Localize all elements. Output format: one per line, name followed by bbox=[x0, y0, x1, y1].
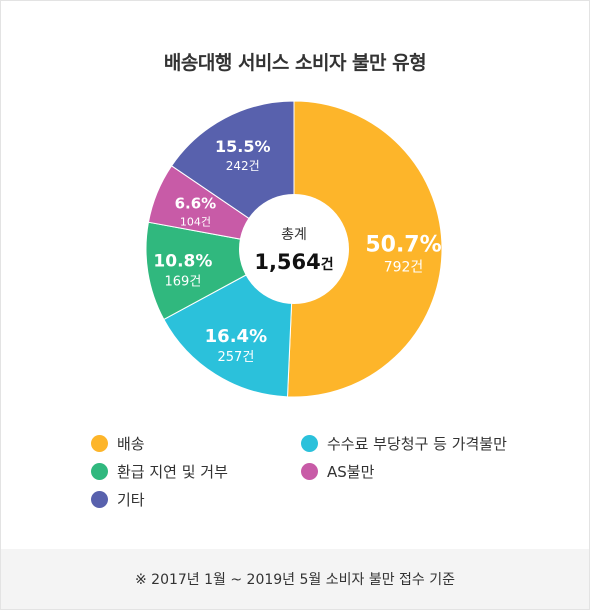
legend-item-delivery: 배송 bbox=[91, 433, 145, 454]
legend-label: 기타 bbox=[117, 491, 145, 509]
slice-percent-label: 6.6% bbox=[175, 195, 217, 213]
legend-label: AS불만 bbox=[327, 463, 375, 481]
slice-count-label: 257건 bbox=[218, 350, 255, 365]
donut-hole bbox=[239, 194, 349, 304]
slice-percent-label: 10.8% bbox=[153, 252, 212, 272]
legend-item-refund: 환급 지연 및 거부 bbox=[91, 461, 228, 482]
slice-count-label: 792건 bbox=[384, 259, 424, 275]
legend-swatch bbox=[91, 435, 108, 452]
legend-swatch bbox=[301, 463, 318, 480]
slice-percent-label: 15.5% bbox=[215, 137, 271, 156]
legend-swatch bbox=[301, 435, 318, 452]
chart-title: 배송대행 서비스 소비자 불만 유형 bbox=[163, 52, 427, 74]
legend-label: 환급 지연 및 거부 bbox=[117, 463, 228, 481]
center-total-value: 1,564건 bbox=[254, 250, 333, 274]
legend-label: 배송 bbox=[117, 435, 145, 453]
footnote: ※ 2017년 1월 ~ 2019년 5월 소비자 불만 접수 기준 bbox=[1, 549, 589, 609]
center-total-label: 총계 bbox=[281, 227, 307, 243]
legend-label: 수수료 부당청구 등 가격불만 bbox=[327, 435, 507, 453]
legend-swatch bbox=[91, 463, 108, 480]
slice-percent-label: 50.7% bbox=[365, 232, 441, 257]
slice-count-label: 104건 bbox=[180, 216, 211, 229]
pie-slice bbox=[286, 100, 443, 398]
slice-percent-label: 16.4% bbox=[205, 326, 267, 347]
legend-swatch bbox=[91, 491, 108, 508]
legend-item-other: 기타 bbox=[91, 489, 145, 510]
slice-count-label: 242건 bbox=[226, 159, 260, 173]
legend-item-price-complaint: 수수료 부당청구 등 가격불만 bbox=[301, 433, 507, 454]
legend-item-as-complaint: AS불만 bbox=[301, 461, 374, 482]
slice-count-label: 169건 bbox=[165, 275, 202, 290]
